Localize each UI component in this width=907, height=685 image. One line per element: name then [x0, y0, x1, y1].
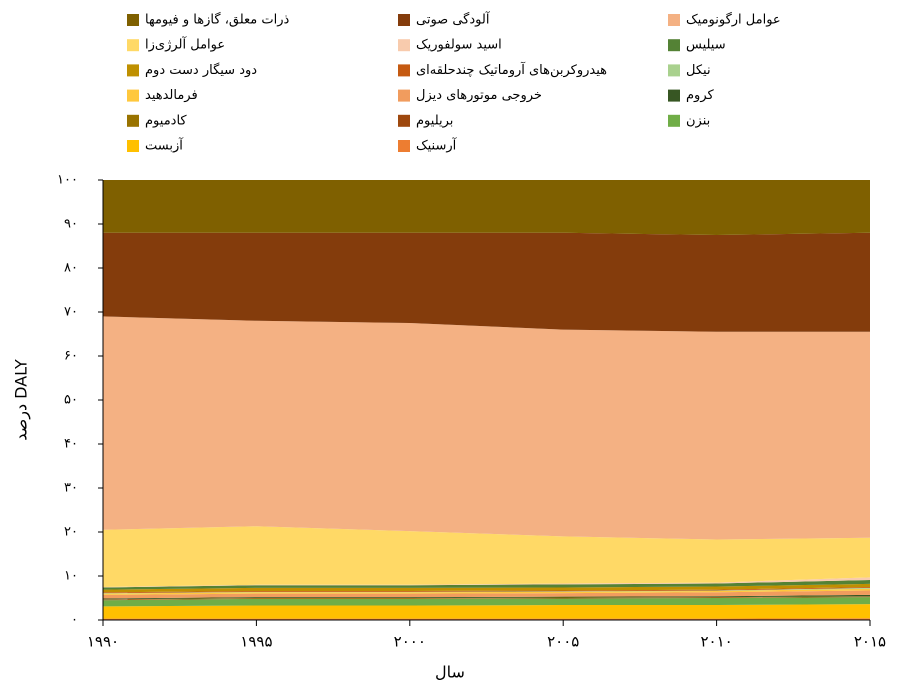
area — [103, 232, 870, 332]
y-tick-label: ۰ — [71, 613, 78, 628]
legend-swatch — [398, 39, 410, 52]
legend-label: هیدروکربن‌های آروماتیک چندحلقه‌ای — [416, 61, 607, 78]
legend-swatch — [398, 64, 410, 77]
area — [103, 180, 870, 235]
y-tick-label: ۵۰ — [64, 393, 78, 408]
y-tick-label: ۱۰ — [64, 569, 78, 584]
area — [103, 590, 870, 599]
y-axis-title: درصد DALY — [12, 359, 32, 441]
y-tick-label: ۴۰ — [64, 437, 78, 452]
legend-label: کادمیوم — [145, 113, 187, 128]
legend-swatch — [127, 39, 139, 52]
y-tick-label: ۸۰ — [64, 261, 78, 276]
legend-label: عوامل ارگونومیک — [686, 12, 781, 28]
legend-swatch — [398, 89, 410, 102]
legend-swatch — [398, 14, 410, 26]
legend-label: اسید سولفوریک — [416, 38, 502, 53]
legend-swatch — [398, 114, 410, 127]
legend-swatch — [668, 89, 680, 102]
legend-label: فرمالدهید — [145, 88, 198, 103]
x-tick-label: ۱۹۹۰ — [87, 633, 119, 651]
area — [103, 597, 870, 607]
legend-label: آرسنیک — [416, 137, 458, 154]
area — [103, 596, 870, 601]
area — [103, 596, 870, 600]
area — [103, 587, 870, 594]
legend-label: بریلیوم — [416, 113, 453, 128]
legend-label: عوامل آلرژی‌زا — [145, 36, 225, 53]
area — [103, 604, 870, 619]
y-tick-label: ۶۰ — [64, 349, 78, 364]
area — [103, 588, 870, 595]
legend-swatch — [668, 114, 680, 127]
legend-swatch — [127, 89, 139, 102]
legend-label: سیلیس — [686, 38, 726, 53]
area — [103, 526, 870, 587]
legend-swatch — [127, 64, 139, 77]
legend-swatch — [127, 114, 139, 127]
area — [103, 316, 870, 540]
legend-label: بنزن — [686, 113, 710, 128]
area — [103, 577, 870, 588]
y-tick-label: ۷۰ — [64, 305, 78, 320]
legend-label: آزبست — [145, 137, 184, 154]
legend-swatch — [668, 64, 680, 77]
x-tick-label: ۲۰۰۵ — [547, 633, 579, 651]
legend-swatch — [398, 140, 410, 152]
area — [103, 594, 870, 600]
area — [103, 579, 870, 590]
y-tick-label: ۳۰ — [64, 481, 78, 496]
legend-label: کروم — [686, 88, 714, 103]
area — [103, 587, 870, 594]
x-tick-label: ۲۰۱۵ — [854, 633, 886, 651]
legend-label: خروجی موتورهای دیزل — [416, 88, 542, 103]
legend-swatch — [668, 14, 680, 26]
legend-label: دود سیگار دست دوم — [145, 62, 257, 78]
legend-label: نیکل — [686, 63, 711, 78]
legend-swatch — [127, 14, 139, 26]
y-tick-label: ۹۰ — [64, 217, 78, 232]
area — [103, 583, 870, 593]
x-axis-title: سال — [435, 663, 465, 682]
x-tick-label: ۲۰۱۰ — [700, 633, 732, 651]
legend-label: ذرات معلق، گازها و فیومها — [145, 12, 290, 28]
legend-label: آلودگی صوتی — [416, 11, 491, 28]
x-tick-label: ۲۰۰۰ — [394, 633, 426, 651]
y-tick-label: ۱۰۰ — [57, 173, 78, 188]
y-tick-label: ۲۰ — [64, 525, 78, 540]
legend-swatch — [127, 140, 139, 152]
legend-swatch — [668, 39, 680, 52]
x-tick-label: ۱۹۹۵ — [240, 633, 272, 651]
